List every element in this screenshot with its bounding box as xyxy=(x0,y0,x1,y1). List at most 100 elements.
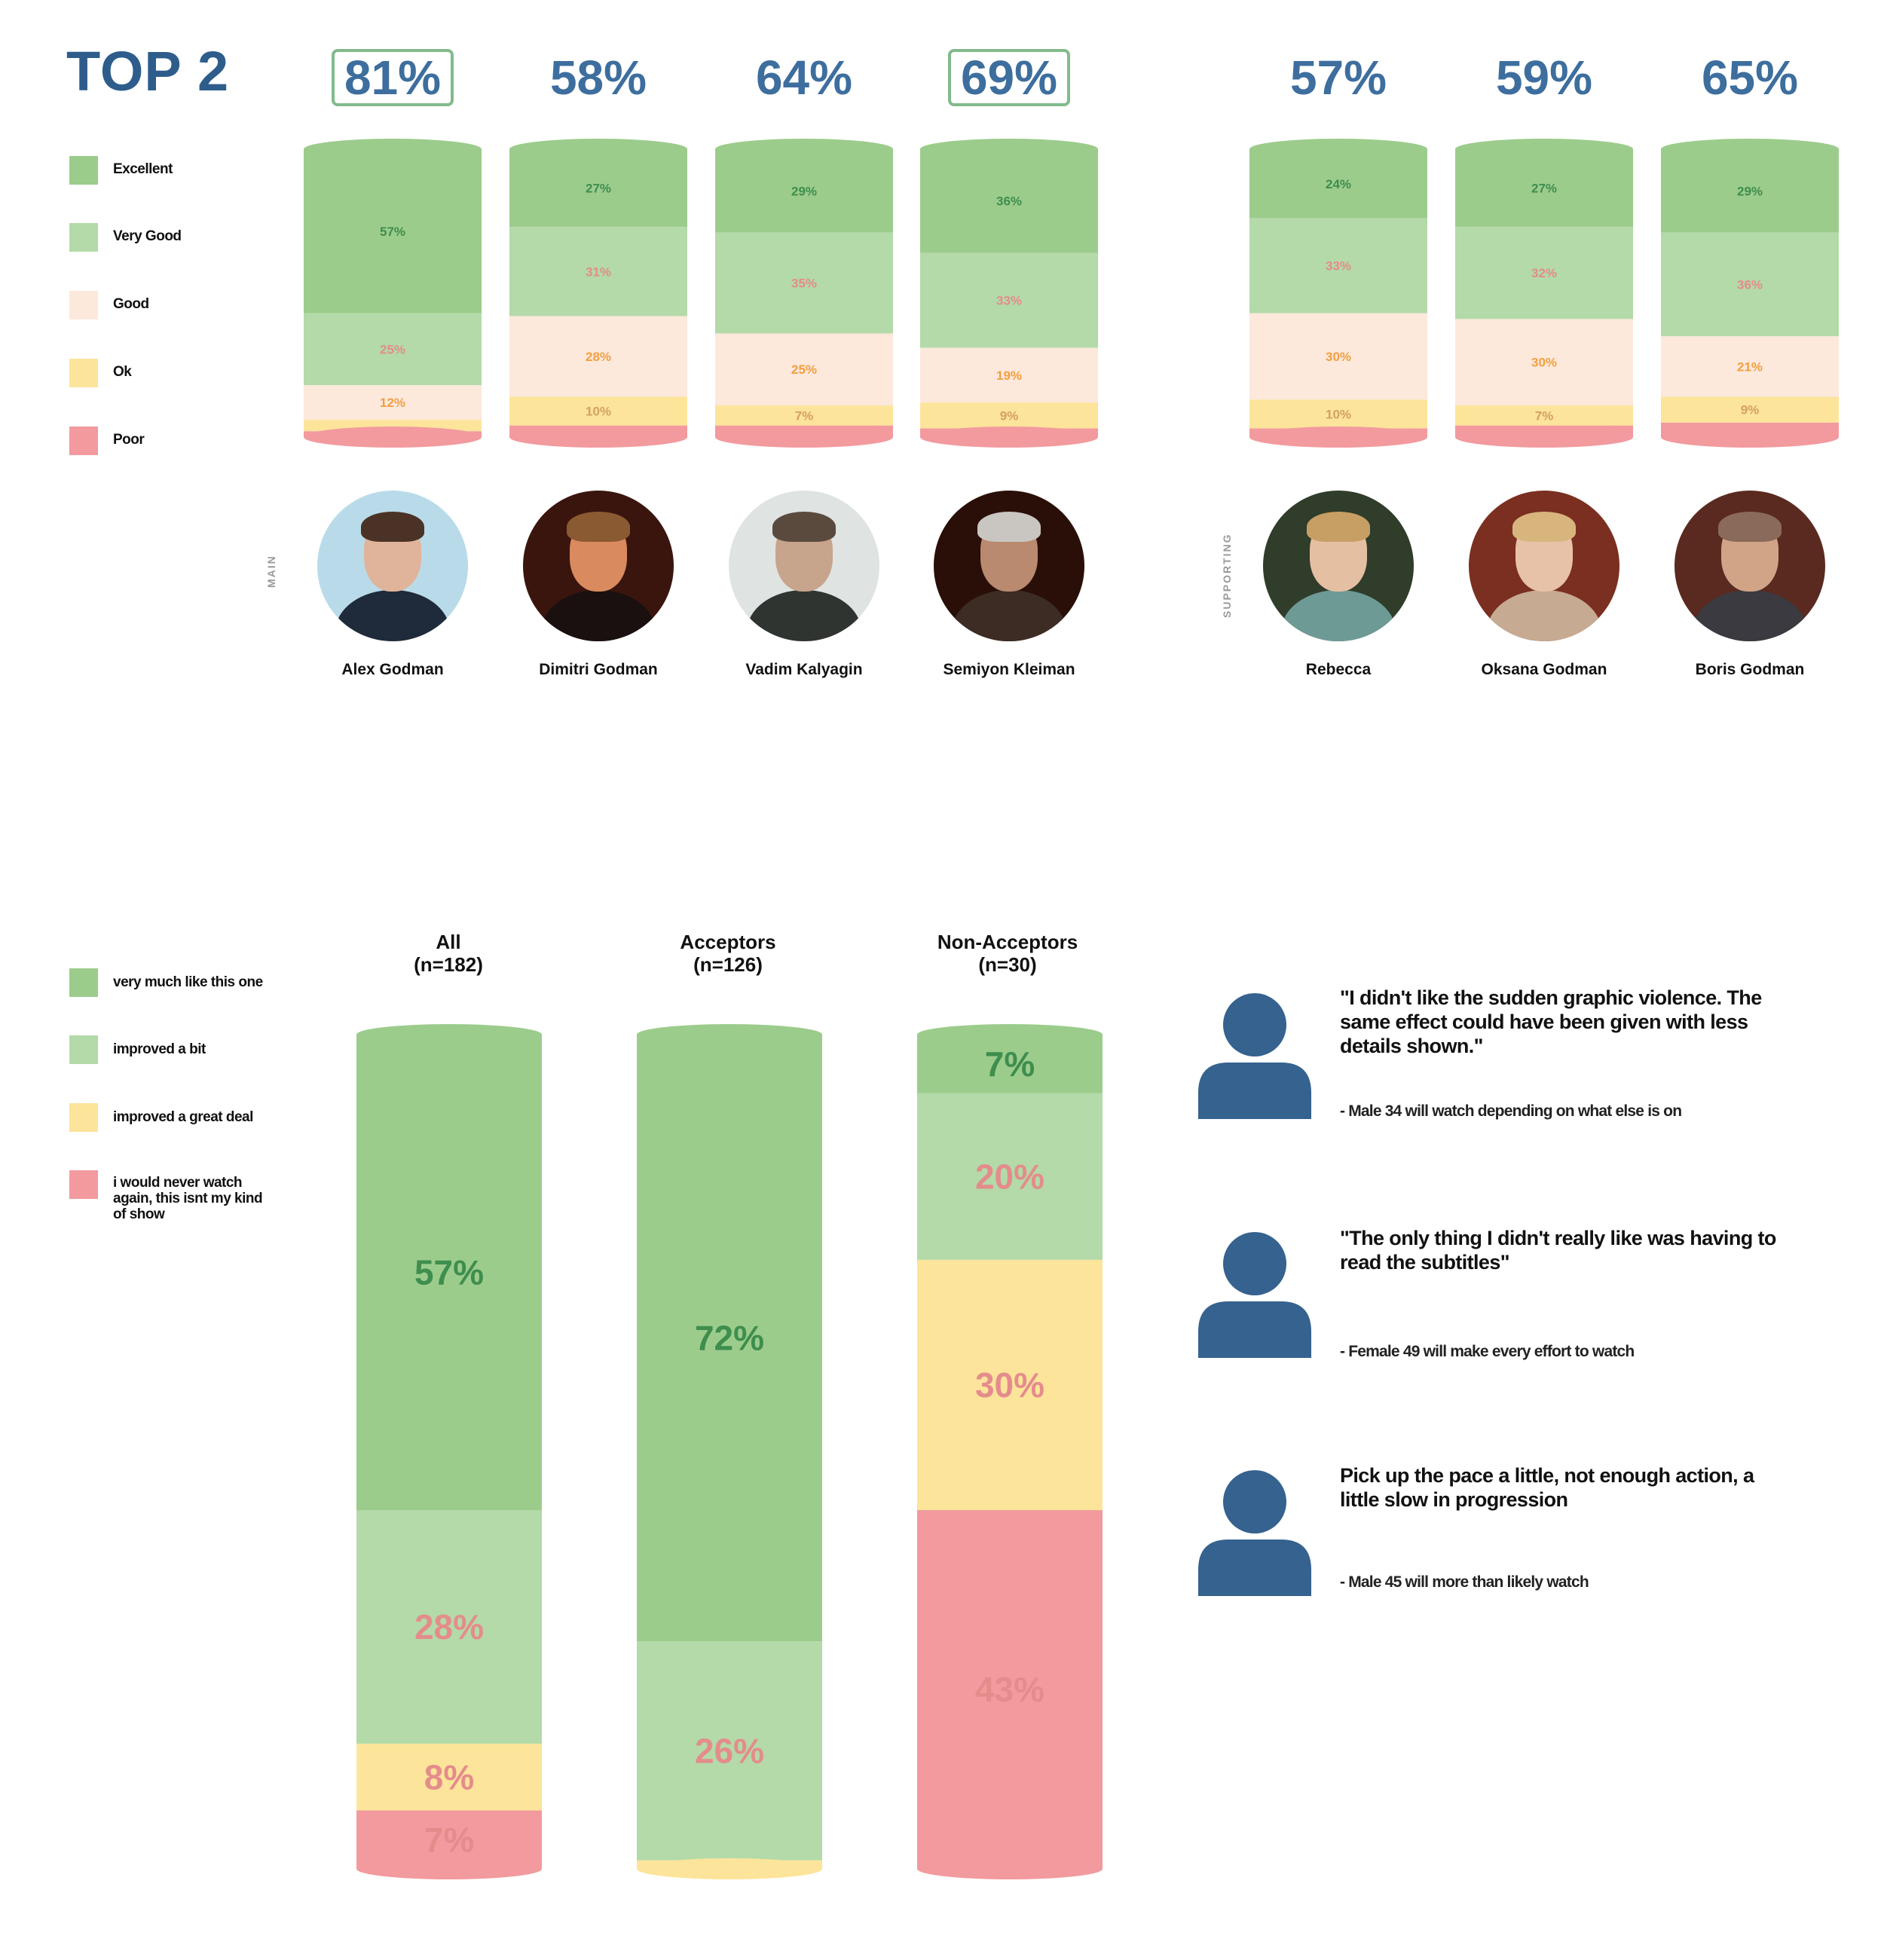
bar-segment xyxy=(304,385,482,420)
avatar-dimitri-godman xyxy=(523,491,674,641)
person-icon xyxy=(1198,1232,1311,1358)
bar-value-label: 36% xyxy=(996,194,1022,209)
bar-value-label: 20% xyxy=(975,1157,1044,1196)
bar-segment xyxy=(1661,232,1839,337)
legend-swatch-good xyxy=(69,291,98,320)
bar-value-label: 28% xyxy=(414,1607,484,1647)
legend-label-improved-bit: improved a bit xyxy=(113,1041,206,1057)
bar-value-label: 43% xyxy=(975,1670,1044,1709)
bar-segment xyxy=(509,396,687,426)
bar-value-label: 25% xyxy=(380,342,405,356)
bar-segment xyxy=(917,1093,1103,1260)
bar-value-label: 24% xyxy=(1326,177,1351,191)
bar-segment xyxy=(1455,319,1633,405)
top2-value-boris: 65% xyxy=(1701,50,1799,105)
legend-label-poor: Poor xyxy=(113,432,145,448)
bar-bottom-cap xyxy=(304,427,482,448)
legend-swatch-never-watch xyxy=(69,1170,98,1199)
bar-segment xyxy=(920,347,1098,403)
bar-value-label: 21% xyxy=(1737,359,1763,374)
bar-segment xyxy=(637,1641,822,1861)
bar-segment xyxy=(356,1509,542,1744)
top2-value-semiyon: 69% xyxy=(960,50,1058,105)
legend-swatch-improved-bit xyxy=(69,1035,98,1064)
bar-segment xyxy=(920,149,1098,253)
top2-highlight-box xyxy=(948,49,1070,106)
bar-value-label: 29% xyxy=(1737,184,1763,198)
bar-value-label: 33% xyxy=(996,294,1022,308)
legend-label-improved-great: improved a great deal xyxy=(113,1109,253,1125)
bar-segment xyxy=(356,1743,542,1811)
top-character-rating-chart: 57% 25% 12% 27% 31% 28% 10% 29% 35% 25% 7% 36% 33% 19… xyxy=(304,139,1839,448)
character-name-oksana: Oksana Godman xyxy=(1481,661,1607,678)
legend-label-very-much-like: very much like this one xyxy=(113,974,263,990)
bar-value-label: 30% xyxy=(1326,350,1351,364)
legend-swatch-excellent xyxy=(69,156,98,185)
bar-segment xyxy=(920,402,1098,429)
bar-bottom-cap xyxy=(509,427,687,448)
bar-value-label: 35% xyxy=(791,277,817,291)
bar-segment xyxy=(509,149,687,228)
bar-segment xyxy=(1455,227,1633,320)
avatar-semiyon-kleiman xyxy=(934,491,1084,641)
legend-label-excellent: Excellent xyxy=(113,161,173,177)
avatar-oksana-godman xyxy=(1469,491,1619,641)
bar-value-label: 31% xyxy=(586,264,611,279)
bar-value-label: 32% xyxy=(1531,266,1557,280)
bar-top-cap xyxy=(304,139,482,160)
legend-label-very-good: Very Good xyxy=(113,228,182,244)
bar-value-label: 27% xyxy=(1531,182,1557,196)
avatar-rebecca xyxy=(1263,491,1414,641)
bar-top-cap xyxy=(920,139,1098,160)
column-header-all-text: All (n=182) xyxy=(414,931,483,976)
bar-value-label: 9% xyxy=(1741,403,1760,417)
top2-title: TOP 2 xyxy=(66,40,230,102)
bar-segment xyxy=(1455,405,1633,426)
bar-top-cap xyxy=(509,139,687,160)
top2-highlight-box xyxy=(332,49,454,106)
bar-segment xyxy=(1249,313,1427,400)
bar-segment xyxy=(509,227,687,316)
bar-segment xyxy=(1249,399,1427,429)
top2-value-alex: 81% xyxy=(344,50,442,105)
column-header-non-acceptors-text: Non-Acceptors (n=30) xyxy=(937,931,1078,976)
bar-value-label: 30% xyxy=(975,1365,1044,1405)
quote-attribution-3: - Male 45 will more than likely watch xyxy=(1340,1573,1589,1591)
bar-bottom-cap xyxy=(1249,427,1427,448)
bar-value-label: 30% xyxy=(1531,356,1557,370)
bar-value-label: 12% xyxy=(380,396,405,410)
top2-value-dimitri: 58% xyxy=(549,50,647,105)
avatar-alex-godman xyxy=(317,491,468,641)
bar-value-label: 7% xyxy=(424,1820,474,1859)
bar-value-label: 25% xyxy=(791,362,817,377)
quote-attribution-1: - Male 34 will watch depending on what e… xyxy=(1340,1102,1682,1120)
bar-bottom-cap xyxy=(920,427,1098,448)
bar-segment xyxy=(1249,149,1427,219)
bar-segment xyxy=(715,149,893,233)
bar-value-label: 19% xyxy=(996,368,1022,383)
character-name-boris: Boris Godman xyxy=(1695,661,1805,678)
bar-top-cap xyxy=(1249,139,1427,160)
bar-value-label: 72% xyxy=(695,1319,764,1358)
bar-bottom-cap xyxy=(637,1858,822,1879)
bar-segment xyxy=(356,1035,542,1510)
bar-value-label: 7% xyxy=(795,408,814,423)
character-name-alex: Alex Godman xyxy=(341,661,444,678)
column-header-all: All (n=182) xyxy=(335,931,561,976)
bar-segment xyxy=(715,232,893,334)
bar-bottom-cap xyxy=(917,1858,1103,1879)
quote-text-3: Pick up the pace a little, not enough ac… xyxy=(1340,1464,1754,1511)
bar-value-label: 27% xyxy=(586,182,611,196)
legend-swatch-poor xyxy=(69,427,98,455)
bar-bottom-cap xyxy=(715,427,893,448)
bar-top-cap xyxy=(1661,139,1839,160)
character-name-rebecca: Rebecca xyxy=(1305,661,1372,678)
legend-label-ok: Ok xyxy=(113,364,132,380)
character-name-semiyon: Semiyon Kleiman xyxy=(943,661,1075,678)
bar-bottom-cap xyxy=(356,1858,542,1879)
bar-segment xyxy=(1661,149,1839,233)
bar-top-cap xyxy=(356,1024,542,1045)
top2-value-oksana: 59% xyxy=(1495,50,1593,105)
bar-segment xyxy=(1455,149,1633,228)
character-name-dimitri: Dimitri Godman xyxy=(539,661,658,678)
